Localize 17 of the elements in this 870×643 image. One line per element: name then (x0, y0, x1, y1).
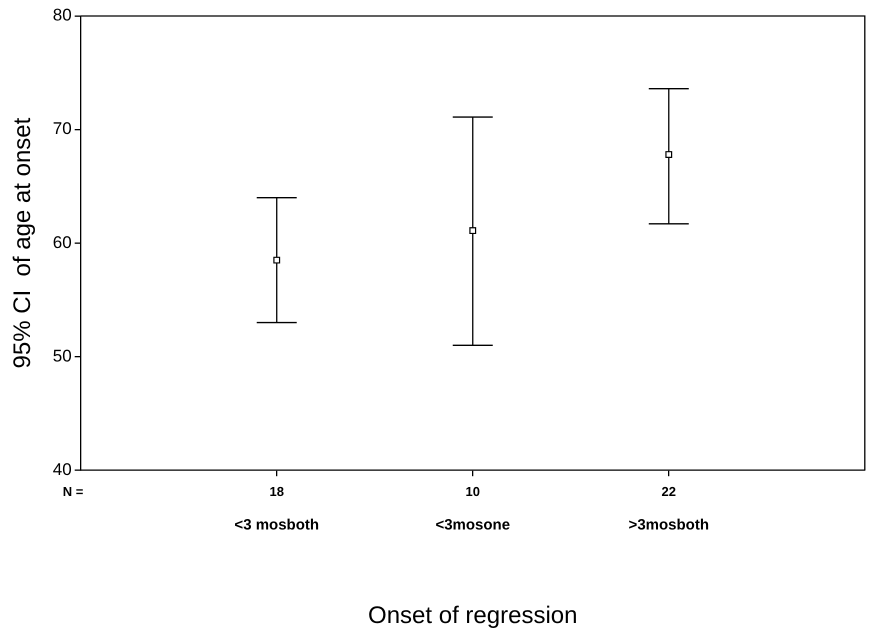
x-axis-title: Onset of regression (368, 602, 578, 630)
annotation: 10 (466, 484, 480, 499)
annotation: 18 (269, 484, 284, 499)
text: N = (62, 484, 84, 499)
y-tick-label: 40 (52, 460, 72, 479)
y-tick-label: 80 (52, 6, 72, 25)
x-tick-label: >3mosboth (628, 516, 709, 534)
point (665, 151, 672, 158)
y-axis-title: 95% CI of age at onset (9, 117, 36, 369)
point (273, 256, 280, 264)
x-tick-label: <3mosone (435, 516, 510, 534)
x-tick-label: <3 mosboth (234, 516, 320, 534)
annotation: 22 (662, 484, 676, 499)
y-tick-label: 50 (52, 346, 72, 366)
y-tick-label: 60 (52, 232, 72, 252)
point (469, 227, 476, 234)
y-tick-label: 70 (52, 119, 72, 138)
